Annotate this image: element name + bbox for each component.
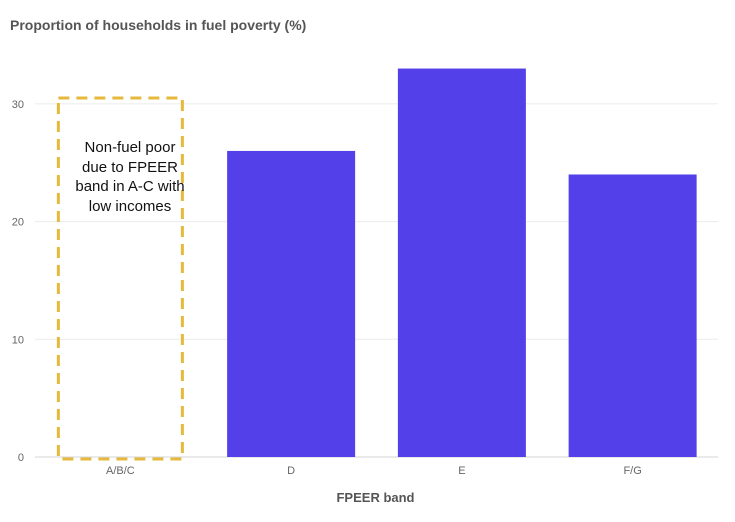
x-axis-label-text: FPEER band: [336, 490, 415, 505]
y-tick-label: 10: [12, 334, 24, 346]
x-tick-label: E: [458, 465, 465, 477]
bar-f-g: [568, 174, 697, 457]
bars: [227, 68, 697, 458]
y-tick-label: 30: [12, 99, 24, 111]
bar-d: [227, 150, 356, 457]
x-axis-ticks: A/B/C D E F/G: [106, 465, 642, 477]
annotation-text: Non-fuel poor due to FPEER band in A-C w…: [75, 139, 185, 215]
bar-e: [397, 68, 526, 458]
annotation-box: [56, 96, 184, 461]
chart-title: Proportion of households in fuel poverty…: [10, 17, 307, 33]
y-tick-label: 20: [12, 217, 24, 229]
x-axis-label: FPEER band: [0, 490, 735, 505]
y-axis-ticks: 0 10 20 30: [12, 99, 24, 464]
x-tick-label: F/G: [623, 465, 641, 477]
x-tick-label: D: [287, 465, 295, 477]
y-tick-label: 0: [18, 452, 24, 464]
x-tick-label: A/B/C: [106, 465, 135, 477]
